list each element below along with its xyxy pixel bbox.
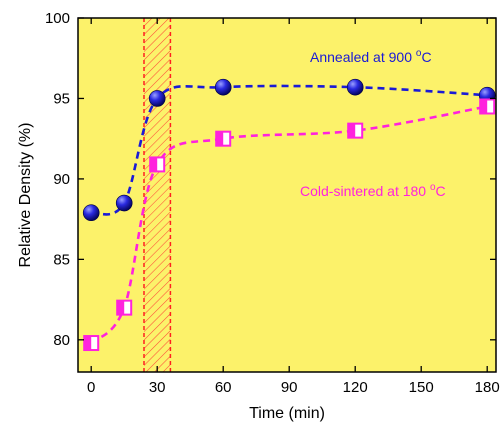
y-axis-title: Relative Density (%) <box>17 123 34 268</box>
data-point-s0-0 <box>82 204 100 221</box>
y-tick-label-1: 85 <box>53 251 70 268</box>
data-point-s0-3 <box>214 78 232 96</box>
x-axis: 0 30 60 90 120 150 180 <box>87 18 500 396</box>
y-tick-label-0: 80 <box>53 332 70 349</box>
x-tick-label-4: 120 <box>343 379 368 396</box>
data-point-s1-5 <box>479 98 496 115</box>
data-point-s0-2 <box>148 90 166 107</box>
x-tick-label-1: 30 <box>149 379 166 396</box>
data-point-s0-4 <box>346 78 364 96</box>
highlight-band <box>144 18 171 372</box>
y-tick-label-2: 90 <box>53 171 70 188</box>
y-tick-label-3: 95 <box>53 90 70 107</box>
data-point-s1-1 <box>116 299 133 316</box>
series-markers <box>82 78 496 352</box>
plot-area <box>78 18 496 372</box>
x-tick-label-0: 0 <box>87 379 95 396</box>
x-tick-label-2: 60 <box>215 379 232 396</box>
series-label-annealed: Annealed at 900 oC <box>310 48 432 65</box>
data-point-s1-0 <box>83 335 100 352</box>
x-axis-title: Time (min) <box>249 405 325 422</box>
data-point-s1-3 <box>215 130 232 147</box>
data-point-s1-4 <box>347 122 364 139</box>
data-point-s1-2 <box>149 156 166 173</box>
series-label-cold-sintered: Cold-sintered at 180 oC <box>300 182 446 199</box>
y-tick-label-4: 100 <box>45 10 70 27</box>
data-point-s0-1 <box>115 194 133 212</box>
plot-frame <box>77 17 497 373</box>
x-tick-label-3: 90 <box>281 379 298 396</box>
x-tick-label-5: 150 <box>409 379 434 396</box>
y-axis: 80 85 90 95 100 <box>45 10 496 349</box>
x-tick-label-6: 180 <box>475 379 500 396</box>
